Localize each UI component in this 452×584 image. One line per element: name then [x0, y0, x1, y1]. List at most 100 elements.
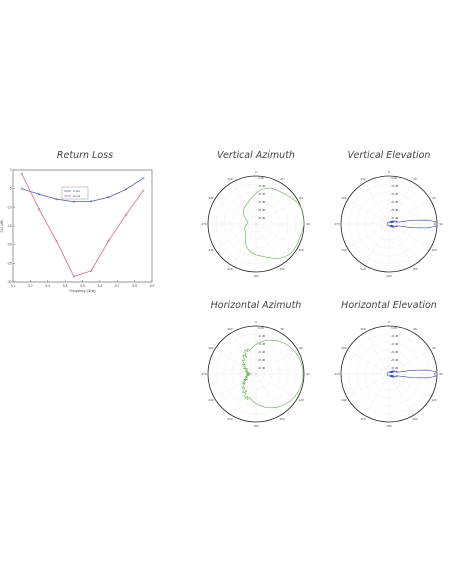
polar-grid-spoke [388, 223, 414, 266]
polar-radial-label: -25 dB [391, 208, 399, 212]
polar-angle-label: 90 [439, 372, 443, 376]
series-point [37, 193, 41, 196]
polar-angle-label: 150 [279, 417, 284, 421]
polar-pattern-trace [386, 219, 436, 229]
vertical-azimuth-title: Vertical Azimuth [217, 150, 295, 161]
polar-radial-label: -10 dB [258, 184, 266, 188]
polar-angle-label: 240 [208, 398, 213, 402]
x-tick-label: 5.2 [28, 284, 33, 288]
polar-radial-label: -30 dB [391, 366, 399, 370]
series-point [142, 177, 145, 180]
polar-angle-label: 0 [255, 320, 257, 324]
polar-radial-label: -5 dB [391, 176, 397, 180]
polar-angle-label: 300 [341, 196, 346, 200]
polar-radial-label: -5 dB [391, 326, 397, 330]
polar-angle-label: 120 [299, 248, 304, 252]
polar-radial-label: -5 dB [258, 326, 264, 330]
polar-angle-label: 30 [413, 177, 417, 181]
x-tick-label: 5.7 [115, 284, 120, 288]
horizontal-elevation-polar-chart: 0 30 60 90 120 150 180 210 240 270 300 330 -5 dB -10 … [334, 320, 443, 428]
polar-radial-label: -20 dB [391, 200, 399, 204]
polar-radial-label: -10 dB [258, 334, 266, 338]
polar-angle-label: 60 [432, 196, 436, 200]
polar-radial-label: -30 dB [258, 216, 266, 220]
polar-pattern-trace [241, 339, 304, 409]
y-tick-label: -30 [7, 280, 12, 284]
polar-angle-label: 60 [432, 346, 436, 350]
vertical-elevation-polar-chart: 0 30 60 90 120 150 180 210 240 270 300 330 -5 dB -10 … [334, 170, 443, 278]
polar-angle-label: 210 [360, 417, 365, 421]
polar-grid-spoke [364, 223, 390, 266]
polar-angle-label: 150 [412, 267, 417, 271]
polar-angle-label: 60 [299, 346, 303, 350]
y-tick-label: -20 [7, 243, 12, 247]
polar-angle-label: 120 [432, 248, 437, 252]
series-point [142, 189, 145, 192]
series-point [20, 172, 23, 175]
polar-angle-label: 270 [334, 372, 339, 376]
polar-radial-label: -10 dB [391, 334, 399, 338]
polar-radial-label: -30 dB [391, 216, 399, 220]
polar-angle-label: 0 [388, 320, 390, 324]
polar-angle-label: 180 [253, 424, 258, 428]
polar-angle-label: 300 [208, 196, 213, 200]
y-tick-label: 0 [10, 168, 12, 172]
polar-angle-label: 150 [412, 417, 417, 421]
polar-angle-label: 90 [306, 222, 310, 226]
polar-radial-label: -20 dB [391, 350, 399, 354]
polar-angle-label: 330 [227, 177, 232, 181]
polar-angle-label: 120 [299, 398, 304, 402]
polar-radial-label: -15 dB [391, 342, 399, 346]
polar-radial-label: -20 dB [258, 350, 266, 354]
polar-radial-label: -25 dB [391, 358, 399, 362]
polar-angle-label: 90 [439, 222, 443, 226]
polar-angle-label: 0 [255, 170, 257, 174]
polar-angle-label: 330 [360, 177, 365, 181]
horizontal-elevation-title: Horizontal Elevation [341, 300, 437, 311]
polar-angle-label: 210 [227, 417, 232, 421]
return-loss-title: Return Loss [56, 150, 114, 161]
polar-radial-label: -20 dB [258, 200, 266, 204]
polar-angle-label: 300 [341, 346, 346, 350]
x-tick-label: 5.9 [150, 284, 155, 288]
polar-grid-spoke [231, 223, 257, 266]
polar-angle-label: 180 [386, 424, 391, 428]
series-line-H-pol [21, 173, 144, 277]
x-tick-label: 5.4 [63, 284, 68, 288]
y-tick-label: -25 [7, 261, 12, 265]
series-line-V-pol [21, 177, 144, 203]
y-axis-label: S11 (dB) [0, 219, 4, 232]
series-point [55, 198, 58, 201]
y-tick-label: -10 [7, 205, 12, 209]
series-point [90, 269, 93, 272]
x-tick-label: 5.1 [11, 284, 16, 288]
series-point [20, 187, 23, 190]
polar-angle-label: 90 [306, 372, 310, 376]
polar-angle-label: 0 [388, 170, 390, 174]
polar-angle-label: 270 [201, 372, 206, 376]
polar-radial-label: -15 dB [391, 192, 399, 196]
series-point [107, 196, 110, 199]
polar-radial-label: -30 dB [258, 366, 266, 370]
horizontal-azimuth-polar-chart: 0 30 60 90 120 150 180 210 240 270 300 330 -5 dB -10 … [201, 320, 310, 428]
x-tick-label: 5.3 [46, 284, 51, 288]
x-tick-label: 5.5 [80, 284, 85, 288]
series-point [107, 239, 110, 243]
legend-label: H-pol [73, 194, 81, 198]
series-point [55, 239, 58, 243]
series-point [72, 200, 75, 203]
polar-angle-label: 30 [413, 327, 417, 331]
polar-angle-label: 150 [279, 267, 284, 271]
polar-angle-label: 240 [341, 248, 346, 252]
polar-angle-label: 300 [208, 346, 213, 350]
y-tick-label: -15 [7, 224, 12, 228]
series-point [124, 213, 128, 216]
x-axis-label: Frequency (GHz) [69, 289, 95, 293]
series-point [37, 208, 41, 211]
polar-angle-label: 240 [341, 398, 346, 402]
polar-angle-label: 210 [360, 267, 365, 271]
series-point [72, 275, 75, 278]
polar-angle-label: 30 [280, 177, 284, 181]
polar-angle-label: 120 [432, 398, 437, 402]
polar-angle-label: 180 [386, 274, 391, 278]
